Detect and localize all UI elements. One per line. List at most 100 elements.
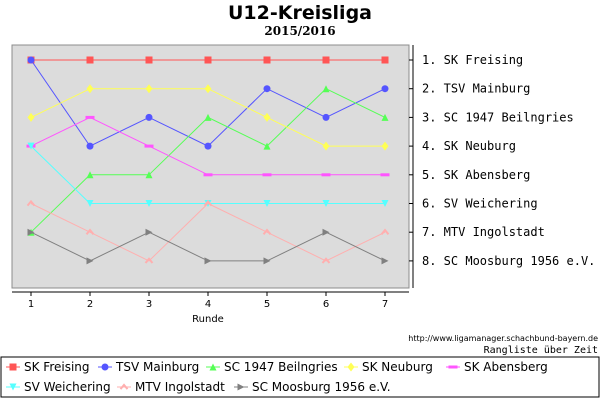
data-point — [263, 56, 271, 64]
series-1 — [27, 56, 389, 150]
data-point — [263, 85, 271, 93]
series-6 — [26, 199, 390, 264]
x-tick-label: 4 — [205, 299, 211, 310]
legend-label: SV Weichering — [24, 380, 111, 394]
x-tick-label: 5 — [264, 299, 270, 310]
rank-label: 7. MTV Ingolstadt — [422, 225, 545, 239]
data-point — [101, 363, 109, 371]
chart-title: U12-Kreisliga — [228, 2, 372, 24]
data-point — [145, 171, 153, 179]
legend-label: SC 1947 Beilngries — [224, 360, 338, 374]
data-point — [263, 112, 271, 122]
data-point — [145, 228, 153, 236]
series-7 — [27, 228, 389, 265]
data-point — [86, 56, 94, 64]
data-point — [262, 173, 272, 177]
data-point — [322, 200, 330, 207]
rank-label: 5. SK Abensberg — [422, 168, 530, 182]
data-point — [85, 228, 95, 235]
data-point — [145, 200, 153, 207]
data-point — [26, 199, 36, 207]
data-point — [380, 173, 390, 177]
x-axis: 1 2 3 4 5 6 7 — [12, 291, 409, 310]
data-point — [86, 200, 94, 207]
series-0 — [27, 56, 389, 64]
data-point — [203, 173, 213, 177]
data-point — [27, 142, 35, 150]
x-tick-label: 1 — [28, 299, 34, 310]
data-point — [145, 56, 153, 64]
legend-item: SC Moosburg 1956 e.V. — [234, 380, 391, 394]
x-tick-label: 2 — [87, 299, 93, 310]
data-point — [381, 56, 389, 64]
data-point — [27, 228, 35, 236]
data-point — [263, 142, 271, 150]
chart-caption: Rangliste über Zeit — [484, 345, 598, 356]
data-point — [204, 56, 212, 64]
data-point — [380, 228, 390, 235]
data-point — [85, 115, 95, 119]
data-point — [204, 142, 212, 150]
data-point — [322, 141, 330, 151]
data-point — [263, 257, 271, 265]
x-tick-label: 7 — [382, 299, 388, 310]
rank-label: 2. TSV Mainburg — [422, 82, 530, 96]
x-axis-label: Runde — [192, 314, 224, 325]
data-point — [321, 257, 331, 264]
data-point — [381, 85, 389, 93]
series-line — [30, 202, 386, 262]
x-tick-label: 6 — [323, 299, 329, 310]
data-point — [119, 383, 129, 390]
x-tick-label: 3 — [146, 299, 152, 310]
legend: SK Freising TSV Mainburg SC 1947 Beilngrie… — [6, 360, 548, 394]
legend-label: TSV Mainburg — [115, 360, 199, 374]
data-point — [86, 84, 94, 94]
data-point — [9, 363, 17, 371]
data-point — [27, 56, 35, 64]
data-point — [381, 257, 389, 265]
data-point — [322, 228, 330, 236]
data-point — [145, 113, 153, 121]
legend-label: SK Abensberg — [464, 360, 548, 374]
series-3 — [27, 84, 389, 151]
data-point — [27, 112, 35, 122]
legend-label: SK Freising — [24, 360, 90, 374]
rank-label: 4. SK Neuburg — [422, 139, 516, 153]
chart-subtitle: 2015/2016 — [264, 24, 335, 38]
legend-label: MTV Ingolstadt — [135, 380, 225, 394]
data-point — [381, 113, 389, 121]
data-point — [9, 383, 17, 391]
legend-item: TSV Mainburg — [98, 360, 199, 374]
legend-item: MTV Ingolstadt — [117, 380, 225, 394]
legend-label: SC Moosburg 1956 e.V. — [252, 380, 391, 394]
data-point — [145, 84, 153, 94]
data-point — [448, 365, 458, 369]
legend-item: SK Neuburg — [344, 360, 433, 374]
legend-item: SK Freising — [6, 360, 90, 374]
data-point — [204, 113, 212, 121]
data-point — [322, 56, 330, 64]
data-point — [204, 257, 212, 265]
data-point — [263, 200, 271, 207]
legend-item: SC 1947 Beilngries — [206, 360, 338, 374]
rank-label: 1. SK Freising — [422, 53, 523, 67]
legend-item: SK Abensberg — [446, 360, 548, 374]
data-point — [262, 228, 272, 235]
data-point — [347, 362, 355, 372]
rank-axis: 1. SK Freising 2. TSV Mainburg 3. SC 1947 … — [409, 45, 595, 288]
data-point — [204, 84, 212, 94]
rank-label: 3. SC 1947 Beilngries — [422, 110, 574, 124]
source-credit: http://www.ligamanager.schachbund-bayern… — [408, 334, 598, 343]
legend-label: SK Neuburg — [362, 360, 433, 374]
data-point — [144, 144, 154, 148]
rank-label: 8. SC Moosburg 1956 e.V. — [422, 254, 595, 268]
data-point — [381, 141, 389, 151]
rank-label: 6. SV Weichering — [422, 197, 538, 211]
series-layer — [26, 56, 390, 265]
data-point — [237, 383, 245, 391]
data-point — [86, 257, 94, 265]
data-point — [86, 171, 94, 179]
data-point — [321, 173, 331, 177]
plot-area — [11, 44, 410, 289]
